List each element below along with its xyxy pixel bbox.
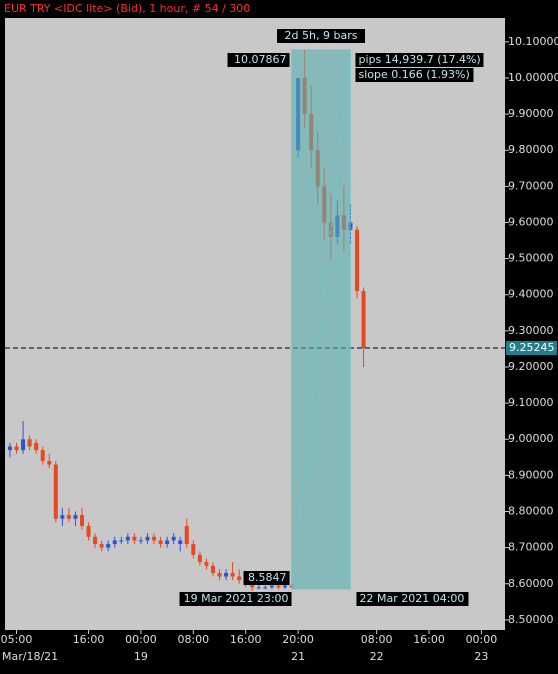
y-tick-label: 9.00000 — [508, 432, 554, 445]
candle-body — [263, 587, 268, 589]
candle-body — [80, 515, 85, 526]
candle-body — [197, 554, 202, 563]
candle-body — [348, 222, 353, 230]
y-tick-label: 8.80000 — [508, 505, 554, 518]
candle-body — [27, 439, 32, 447]
x-tick-label: 16:00 — [230, 633, 262, 646]
x-tick-label: 16:00 — [73, 633, 105, 646]
measure-high-box — [227, 53, 290, 67]
x-tick-label: 05:00 — [1, 633, 33, 646]
candle-body — [86, 525, 91, 537]
candle-body — [237, 576, 242, 581]
chart-title: EUR TRY <IDC lite> (Bid), 1 hour, # 54 /… — [4, 2, 250, 15]
y-tick-label: 8.60000 — [508, 577, 554, 590]
candle-body — [138, 540, 143, 542]
x-tick-label: 20:00 — [282, 633, 314, 646]
x-date-label: 22 — [370, 650, 384, 663]
candle-body — [217, 572, 222, 577]
x-tick-label: 00:00 — [125, 633, 157, 646]
candle-body — [21, 439, 26, 451]
candle-body — [361, 291, 366, 349]
candle-body — [178, 540, 183, 545]
measure-low: 8.5847 — [248, 571, 287, 584]
x-tick-label: 16:00 — [413, 633, 445, 646]
y-tick-label: 9.20000 — [508, 360, 554, 373]
measure-slope: slope 0.166 (1.93%) — [358, 68, 469, 81]
measure-slope-box — [355, 68, 474, 82]
measure-low-box — [243, 571, 290, 585]
y-tick-label: 9.30000 — [508, 324, 554, 337]
x-date-label: Mar/18/21 — [2, 650, 58, 663]
y-tick-label: 9.50000 — [508, 252, 554, 265]
candle-body — [276, 585, 281, 588]
candle-body — [210, 565, 215, 573]
last-price-label: 9.25245 — [509, 341, 555, 354]
y-tick-label: 8.50000 — [508, 613, 554, 626]
measure-to-box — [356, 592, 469, 606]
measure-span-box — [277, 29, 366, 43]
candle-body — [165, 540, 170, 545]
y-tick-label: 9.70000 — [508, 179, 554, 192]
candle-body — [99, 544, 104, 548]
candle-body — [66, 515, 71, 519]
y-tick-label: 8.90000 — [508, 468, 554, 481]
candle-body — [191, 544, 196, 555]
measure-span: 2d 5h, 9 bars — [285, 29, 358, 42]
y-tick-label: 9.80000 — [508, 143, 554, 156]
x-tick-label: 08:00 — [177, 633, 209, 646]
measure-pips-box — [355, 53, 484, 67]
y-tick-label: 10.00000 — [508, 71, 558, 84]
y-tick-label: 9.10000 — [508, 396, 554, 409]
candle-body — [47, 460, 52, 465]
measure-pips: pips 14,939.7 (17.4%) — [358, 53, 480, 66]
y-tick-label: 9.90000 — [508, 107, 554, 120]
candle-body — [230, 572, 235, 577]
candle-body — [158, 540, 163, 545]
y-tick-label: 9.40000 — [508, 288, 554, 301]
candle-body — [145, 536, 150, 541]
candle-body — [152, 536, 157, 541]
candle-body — [132, 536, 137, 541]
candle-body — [204, 562, 209, 566]
x-date-label: 21 — [291, 650, 305, 663]
candle-body — [282, 585, 287, 588]
candle-body — [125, 536, 130, 541]
candle-body — [355, 229, 360, 292]
candle-body — [256, 587, 261, 589]
x-date-label: 19 — [134, 650, 148, 663]
x-date-label: 23 — [474, 650, 488, 663]
candle-body — [7, 446, 12, 451]
candle-body — [250, 583, 255, 588]
measure-from: 19 Mar 2021 23:00 — [184, 592, 289, 605]
measure-box — [291, 49, 351, 590]
x-tick-label: 08:00 — [361, 633, 393, 646]
x-tick-label: 00:00 — [466, 633, 498, 646]
y-tick-label: 10.10000 — [508, 35, 558, 48]
measure-to: 22 Mar 2021 04:00 — [359, 592, 464, 605]
candle-body — [184, 525, 189, 545]
candle-body — [106, 544, 111, 548]
candle-body — [53, 464, 58, 519]
measure-from-box — [179, 592, 292, 606]
measure-high: 10.07867 — [234, 53, 287, 66]
candle-body — [171, 536, 176, 541]
candle-body — [224, 572, 229, 577]
candle-body — [60, 515, 65, 519]
candle-body — [73, 515, 78, 519]
last-price-box — [506, 341, 557, 356]
y-tick-label: 9.60000 — [508, 215, 554, 228]
y-tick-label: 8.70000 — [508, 541, 554, 554]
candle-body — [269, 585, 274, 588]
candle-body — [93, 536, 98, 545]
candle-body — [40, 450, 45, 461]
candle-body — [34, 442, 39, 451]
candle-body — [14, 446, 19, 451]
candle-body — [112, 540, 117, 545]
plot-area — [5, 18, 505, 630]
candle-body — [119, 540, 124, 542]
